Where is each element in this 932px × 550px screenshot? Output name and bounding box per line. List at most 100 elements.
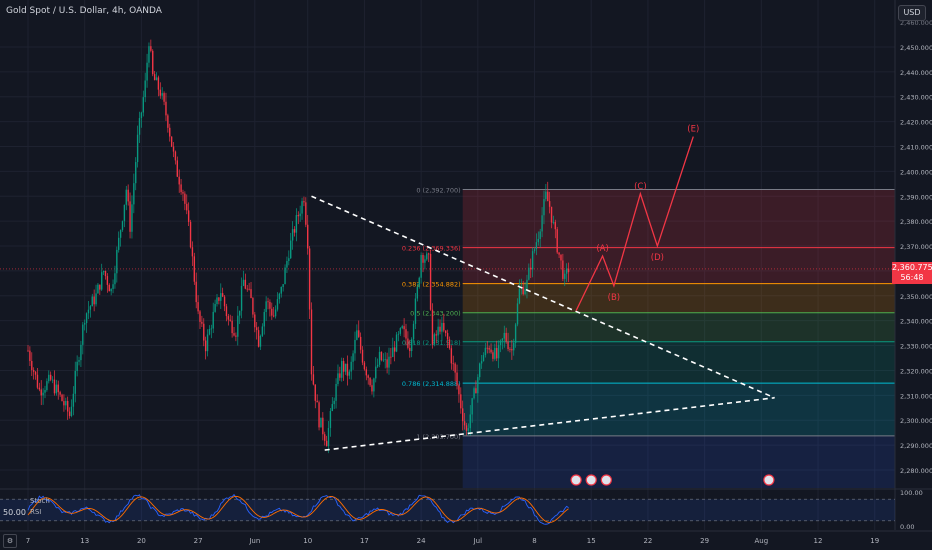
candle-body bbox=[429, 253, 432, 310]
candle-body bbox=[314, 384, 316, 401]
candle-body bbox=[129, 201, 131, 232]
candle-body bbox=[376, 364, 379, 367]
candle-body bbox=[497, 345, 500, 359]
time-axis-label: 13 bbox=[80, 537, 89, 545]
candle-body bbox=[257, 330, 260, 347]
candle-body bbox=[178, 176, 180, 185]
candle-body bbox=[36, 374, 39, 388]
candle-body bbox=[324, 434, 326, 441]
candle-body bbox=[490, 349, 492, 353]
oscillator-axis-label: 100.00 bbox=[900, 489, 923, 497]
candle-body bbox=[59, 392, 61, 395]
candle-body bbox=[463, 421, 466, 426]
candle-body bbox=[189, 221, 192, 248]
candle-body bbox=[367, 375, 369, 378]
candle-body bbox=[61, 394, 63, 402]
candle-body bbox=[172, 146, 175, 152]
candle-body bbox=[475, 388, 477, 394]
candle-body bbox=[53, 379, 56, 394]
candle-body bbox=[505, 332, 507, 342]
candle-body bbox=[146, 62, 148, 81]
candle-body bbox=[375, 366, 377, 379]
candle-body bbox=[225, 306, 228, 317]
timezone-icon[interactable]: ⚙ bbox=[3, 534, 17, 548]
candle-body bbox=[70, 406, 73, 416]
candle-body bbox=[184, 193, 186, 204]
candle-body bbox=[66, 400, 69, 412]
candle-body bbox=[40, 389, 42, 396]
candle-body bbox=[499, 340, 502, 346]
candle-body bbox=[186, 203, 188, 211]
candle-body bbox=[454, 363, 456, 373]
candle-body bbox=[386, 359, 388, 368]
candle-body bbox=[116, 249, 118, 274]
candle-body bbox=[93, 296, 95, 305]
economic-event-icon bbox=[585, 474, 597, 486]
candle-body bbox=[439, 326, 441, 332]
candle-body bbox=[424, 259, 426, 263]
candle-body bbox=[165, 101, 167, 116]
candle-body bbox=[197, 302, 199, 312]
candle-body bbox=[456, 372, 458, 386]
candle-body bbox=[89, 306, 92, 310]
candle-body bbox=[204, 340, 207, 352]
candle-body bbox=[68, 411, 71, 416]
candle-body bbox=[110, 288, 112, 292]
elliott-wave-label: (E) bbox=[687, 125, 699, 135]
candle-body bbox=[85, 313, 88, 324]
candle-body bbox=[562, 260, 564, 279]
candle-body bbox=[140, 112, 143, 119]
candle-body bbox=[101, 272, 103, 290]
candle-body bbox=[545, 191, 547, 200]
candle-body bbox=[339, 373, 341, 378]
candle-body bbox=[448, 339, 451, 349]
candle-body bbox=[152, 50, 154, 75]
candle-body bbox=[488, 348, 490, 350]
candle-body bbox=[42, 392, 44, 396]
candle-body bbox=[329, 411, 332, 428]
candle-body bbox=[133, 183, 135, 205]
candle-body bbox=[34, 371, 37, 375]
candle-body bbox=[123, 204, 126, 222]
candle-body bbox=[301, 201, 303, 214]
candle-body bbox=[412, 323, 415, 340]
price-axis-label: 2,290.000 bbox=[900, 442, 932, 450]
candle-body bbox=[437, 326, 439, 336]
candle-body bbox=[305, 202, 307, 225]
candle-body bbox=[452, 363, 454, 365]
candle-body bbox=[308, 248, 311, 310]
candle-body bbox=[29, 350, 31, 361]
candle-body bbox=[316, 400, 318, 403]
candle-body bbox=[565, 268, 568, 274]
candle-body bbox=[218, 297, 220, 301]
candle-body bbox=[479, 363, 481, 378]
candle-body bbox=[46, 381, 48, 391]
candle-body bbox=[320, 417, 322, 428]
candle-body bbox=[384, 359, 386, 361]
currency-button[interactable]: USD bbox=[898, 5, 926, 21]
candle-body bbox=[153, 74, 156, 81]
candle-body bbox=[359, 336, 362, 350]
candle-body bbox=[352, 353, 354, 362]
candle-body bbox=[49, 374, 52, 380]
candle-body bbox=[380, 351, 383, 361]
candle-body bbox=[465, 425, 468, 431]
candle-body bbox=[203, 323, 205, 341]
candle-body bbox=[514, 324, 517, 343]
economic-event-icon bbox=[570, 474, 582, 486]
candle-body bbox=[443, 322, 445, 331]
candle-body bbox=[55, 384, 58, 394]
candle-body bbox=[57, 384, 59, 393]
candle-body bbox=[290, 240, 292, 259]
candle-body bbox=[552, 222, 555, 223]
candle-body bbox=[482, 355, 485, 362]
candle-body bbox=[131, 204, 133, 232]
candle-body bbox=[282, 284, 284, 287]
price-axis-label: 2,330.000 bbox=[900, 343, 932, 351]
candle-body bbox=[509, 349, 511, 350]
candle-body bbox=[291, 229, 294, 241]
candle-body bbox=[373, 378, 375, 392]
fib-zone bbox=[462, 435, 895, 488]
candle-body bbox=[265, 301, 267, 313]
